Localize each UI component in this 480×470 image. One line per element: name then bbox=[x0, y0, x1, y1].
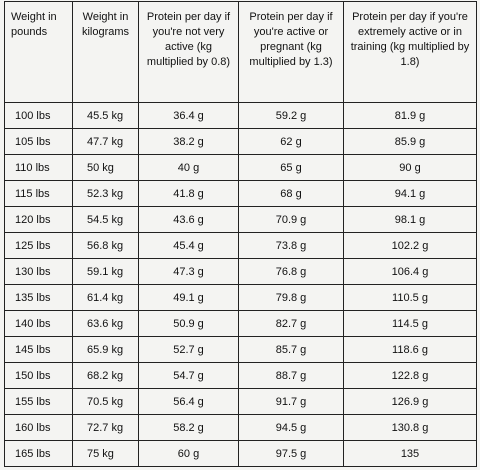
table-row: 115 lbs 52.3 kg 41.8 g 68 g 94.1 g bbox=[4, 180, 477, 207]
table-cell: 88.7 g bbox=[238, 362, 344, 389]
table-cell: 122.8 g bbox=[343, 362, 477, 389]
column-header: Protein per day if you're active or preg… bbox=[238, 1, 344, 103]
table-cell: 110.5 g bbox=[343, 284, 477, 311]
table-cell: 50 kg bbox=[72, 154, 139, 181]
table-row: 160 lbs 72.7 kg 58.2 g 94.5 g 130.8 g bbox=[4, 414, 477, 441]
table-cell: 41.8 g bbox=[138, 180, 239, 207]
table-cell: 91.7 g bbox=[238, 388, 344, 415]
table-body: 100 lbs 45.5 kg 36.4 g 59.2 g 81.9 g 105 lbs 4… bbox=[4, 102, 477, 467]
table-cell: 52.3 kg bbox=[72, 180, 139, 207]
table-cell: 102.2 g bbox=[343, 232, 477, 259]
table-cell: 49.1 g bbox=[138, 284, 239, 311]
table-cell: 85.9 g bbox=[343, 128, 477, 155]
table-row: 125 lbs 56.8 kg 45.4 g 73.8 g 102.2 g bbox=[4, 232, 477, 259]
table-cell: 70.5 kg bbox=[72, 388, 139, 415]
table-cell: 160 lbs bbox=[4, 414, 73, 441]
table-cell: 114.5 g bbox=[343, 310, 477, 337]
table-row: 110 lbs 50 kg 40 g 65 g 90 g bbox=[4, 154, 477, 181]
table-cell: 105 lbs bbox=[4, 128, 73, 155]
table-cell: 125 lbs bbox=[4, 232, 73, 259]
table-row: 140 lbs 63.6 kg 50.9 g 82.7 g 114.5 g bbox=[4, 310, 477, 337]
table-row: 155 lbs 70.5 kg 56.4 g 91.7 g 126.9 g bbox=[4, 388, 477, 415]
table-cell: 106.4 g bbox=[343, 258, 477, 285]
table-row: 100 lbs 45.5 kg 36.4 g 59.2 g 81.9 g bbox=[4, 102, 477, 129]
table-cell: 130 lbs bbox=[4, 258, 73, 285]
protein-table: Weight in pounds Weight in kilograms Prote… bbox=[4, 1, 477, 467]
table-cell: 94.1 g bbox=[343, 180, 477, 207]
table-cell: 79.8 g bbox=[238, 284, 344, 311]
column-header: Weight in kilograms bbox=[72, 1, 139, 103]
table-cell: 100 lbs bbox=[4, 102, 73, 129]
table-cell: 110 lbs bbox=[4, 154, 73, 181]
table-cell: 145 lbs bbox=[4, 336, 73, 363]
table-cell: 56.8 kg bbox=[72, 232, 139, 259]
table-cell: 62 g bbox=[238, 128, 344, 155]
table-cell: 165 lbs bbox=[4, 440, 73, 467]
table-cell: 54.7 g bbox=[138, 362, 239, 389]
table-cell: 115 lbs bbox=[4, 180, 73, 207]
table-cell: 72.7 kg bbox=[72, 414, 139, 441]
table-cell: 68 g bbox=[238, 180, 344, 207]
table-cell: 61.4 kg bbox=[72, 284, 139, 311]
table-cell: 135 bbox=[343, 440, 477, 467]
table-cell: 52.7 g bbox=[138, 336, 239, 363]
table-row: 130 lbs 59.1 kg 47.3 g 76.8 g 106.4 g bbox=[4, 258, 477, 285]
table-cell: 63.6 kg bbox=[72, 310, 139, 337]
table-cell: 56.4 g bbox=[138, 388, 239, 415]
table-cell: 70.9 g bbox=[238, 206, 344, 233]
table-cell: 50.9 g bbox=[138, 310, 239, 337]
table-cell: 75 kg bbox=[72, 440, 139, 467]
table-cell: 36.4 g bbox=[138, 102, 239, 129]
table-row: 120 lbs 54.5 kg 43.6 g 70.9 g 98.1 g bbox=[4, 206, 477, 233]
table-cell: 68.2 kg bbox=[72, 362, 139, 389]
table-cell: 155 lbs bbox=[4, 388, 73, 415]
table-cell: 81.9 g bbox=[343, 102, 477, 129]
table-cell: 47.7 kg bbox=[72, 128, 139, 155]
table-cell: 135 lbs bbox=[4, 284, 73, 311]
table-cell: 59.1 kg bbox=[72, 258, 139, 285]
table-cell: 97.5 g bbox=[238, 440, 344, 467]
column-header: Protein per day if you're extremely acti… bbox=[343, 1, 477, 103]
table-cell: 65 g bbox=[238, 154, 344, 181]
table-cell: 73.8 g bbox=[238, 232, 344, 259]
table-cell: 58.2 g bbox=[138, 414, 239, 441]
table-cell: 85.7 g bbox=[238, 336, 344, 363]
table-cell: 38.2 g bbox=[138, 128, 239, 155]
column-header: Weight in pounds bbox=[4, 1, 73, 103]
table-cell: 47.3 g bbox=[138, 258, 239, 285]
table-cell: 140 lbs bbox=[4, 310, 73, 337]
header-row: Weight in pounds Weight in kilograms Prote… bbox=[4, 1, 477, 103]
table-cell: 98.1 g bbox=[343, 206, 477, 233]
table-row: 105 lbs 47.7 kg 38.2 g 62 g 85.9 g bbox=[4, 128, 477, 155]
table-cell: 120 lbs bbox=[4, 206, 73, 233]
table-cell: 118.6 g bbox=[343, 336, 477, 363]
table-cell: 76.8 g bbox=[238, 258, 344, 285]
table-cell: 59.2 g bbox=[238, 102, 344, 129]
table-cell: 82.7 g bbox=[238, 310, 344, 337]
table-cell: 45.4 g bbox=[138, 232, 239, 259]
column-header: Protein per day if you're not very activ… bbox=[138, 1, 239, 103]
table-cell: 43.6 g bbox=[138, 206, 239, 233]
table-cell: 130.8 g bbox=[343, 414, 477, 441]
table-cell: 65.9 kg bbox=[72, 336, 139, 363]
table-cell: 94.5 g bbox=[238, 414, 344, 441]
table-cell: 45.5 kg bbox=[72, 102, 139, 129]
table-cell: 60 g bbox=[138, 440, 239, 467]
table-row: 145 lbs 65.9 kg 52.7 g 85.7 g 118.6 g bbox=[4, 336, 477, 363]
table-cell: 90 g bbox=[343, 154, 477, 181]
table-row: 150 lbs 68.2 kg 54.7 g 88.7 g 122.8 g bbox=[4, 362, 477, 389]
table-cell: 54.5 kg bbox=[72, 206, 139, 233]
table-row: 165 lbs 75 kg 60 g 97.5 g 135 bbox=[4, 440, 477, 467]
table-row: 135 lbs 61.4 kg 49.1 g 79.8 g 110.5 g bbox=[4, 284, 477, 311]
table-cell: 40 g bbox=[138, 154, 239, 181]
table-cell: 126.9 g bbox=[343, 388, 477, 415]
table-cell: 150 lbs bbox=[4, 362, 73, 389]
